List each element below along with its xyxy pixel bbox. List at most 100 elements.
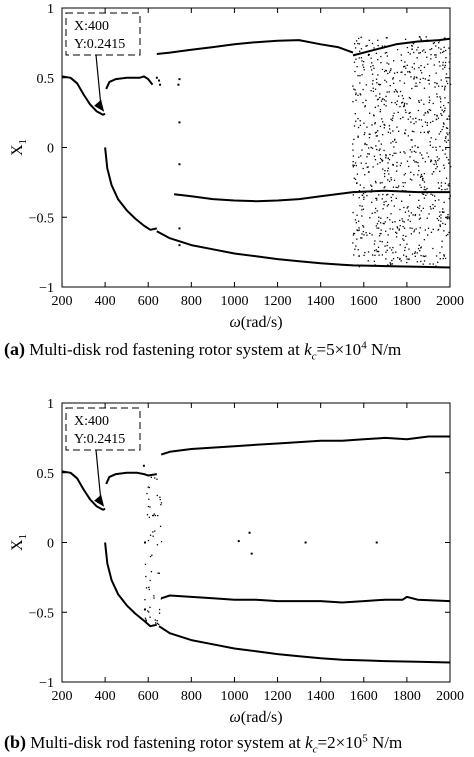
scatter-point xyxy=(385,154,387,156)
scatter-point xyxy=(379,240,381,242)
scatter-point xyxy=(376,135,378,137)
scatter-point xyxy=(413,63,415,65)
caption-a-param: k xyxy=(304,340,312,359)
annotation-y-label: Y:0.2415 xyxy=(74,432,125,447)
scatter-point xyxy=(374,132,377,134)
scatter-point xyxy=(379,182,381,184)
scatter-point xyxy=(158,608,161,611)
scatter-point xyxy=(361,60,363,62)
x-tick-label: 400 xyxy=(95,689,116,704)
scatter-point xyxy=(439,211,441,213)
scatter-point xyxy=(411,146,413,148)
scatter-point xyxy=(399,257,401,260)
scatter-point xyxy=(404,249,406,252)
scatter-point xyxy=(396,232,398,234)
scatter-point xyxy=(152,514,155,517)
scatter-point xyxy=(404,61,406,63)
scatter-point xyxy=(366,156,368,158)
scatter-point xyxy=(400,71,402,73)
scatter-point xyxy=(371,62,373,64)
scatter-point xyxy=(432,102,434,105)
scatter-point xyxy=(385,37,387,39)
scatter-point xyxy=(352,234,355,236)
scatter-point xyxy=(432,203,434,206)
scatter-point xyxy=(404,211,407,213)
x-tick-label: 1000 xyxy=(220,689,248,704)
bifurcation-branch-5 xyxy=(156,39,354,55)
scatter-point xyxy=(409,71,411,74)
scatter-point xyxy=(357,249,359,251)
scatter-point xyxy=(359,120,361,122)
scatter-point xyxy=(431,173,433,175)
scatter-point xyxy=(437,261,439,263)
scatter-point xyxy=(435,161,437,163)
scatter-point xyxy=(435,56,437,58)
scatter-point xyxy=(393,152,395,154)
scatter-point xyxy=(389,128,391,130)
scatter-point xyxy=(425,189,427,191)
scatter-point xyxy=(442,257,444,260)
scatter-point xyxy=(420,210,422,212)
scatter-point xyxy=(413,78,415,80)
scatter-point xyxy=(433,64,435,66)
annotation-arrow-head xyxy=(94,99,105,112)
scatter-point xyxy=(420,38,422,40)
scatter-point xyxy=(401,71,403,73)
scatter-point xyxy=(399,208,401,211)
scatter-point xyxy=(428,96,430,98)
scatter-point xyxy=(431,40,434,42)
scatter-point xyxy=(418,214,421,216)
bifurcation-branch-7 xyxy=(352,37,451,57)
scatter-point xyxy=(380,100,383,102)
scatter-point xyxy=(387,167,389,169)
scatter-point xyxy=(148,586,150,588)
scatter-point xyxy=(427,63,429,65)
scatter-point xyxy=(448,183,450,185)
scatter-point xyxy=(383,149,385,152)
scatter-point xyxy=(446,132,448,134)
scatter-point xyxy=(417,174,419,176)
scatter-point xyxy=(426,152,428,154)
scatter-point xyxy=(407,118,409,120)
caption-b: (b) Multi-disk rod fastening rotor syste… xyxy=(4,732,474,755)
scatter-point xyxy=(429,48,431,51)
scatter-point xyxy=(413,122,415,125)
scatter-point xyxy=(377,250,380,253)
scatter-point xyxy=(443,230,445,232)
scatter-point xyxy=(423,181,426,183)
scatter-point xyxy=(383,223,385,225)
scatter-point xyxy=(371,212,373,214)
scatter-point xyxy=(446,218,448,220)
scatter-point xyxy=(418,199,420,201)
scatter-point xyxy=(382,208,384,210)
scatter-point xyxy=(392,117,394,119)
scatter-point xyxy=(368,147,370,149)
scatter-point xyxy=(150,476,152,478)
scatter-point xyxy=(360,48,363,50)
scatter-point xyxy=(429,109,432,111)
scatter-point xyxy=(411,66,413,68)
bifurcation-branch-1 xyxy=(61,470,106,511)
scatter-point xyxy=(403,190,405,192)
scatter-point xyxy=(448,67,451,70)
scatter-point xyxy=(402,116,404,118)
scatter-point xyxy=(364,143,366,146)
chart-b: 200 400 600 800 1000 1200 1400 1600 1800 2000 −1 −0… xyxy=(9,397,464,726)
scatter-point xyxy=(354,248,356,250)
scatter-point xyxy=(405,67,407,69)
scatter-point xyxy=(378,220,380,222)
scatter-point xyxy=(357,118,359,120)
scatter-point xyxy=(358,156,360,158)
bifurcation-branch-3 xyxy=(104,147,158,231)
scatter-point xyxy=(156,494,158,497)
isolated-point xyxy=(248,531,251,534)
scatter-point xyxy=(359,82,361,84)
scatter-point xyxy=(407,206,409,208)
scatter-point xyxy=(401,95,403,97)
scatter-point xyxy=(429,99,431,101)
scatter-point xyxy=(369,133,371,135)
scatter-point xyxy=(390,213,392,215)
scatter-point xyxy=(352,161,354,163)
scatter-point xyxy=(437,219,440,221)
scatter-point xyxy=(361,209,363,211)
